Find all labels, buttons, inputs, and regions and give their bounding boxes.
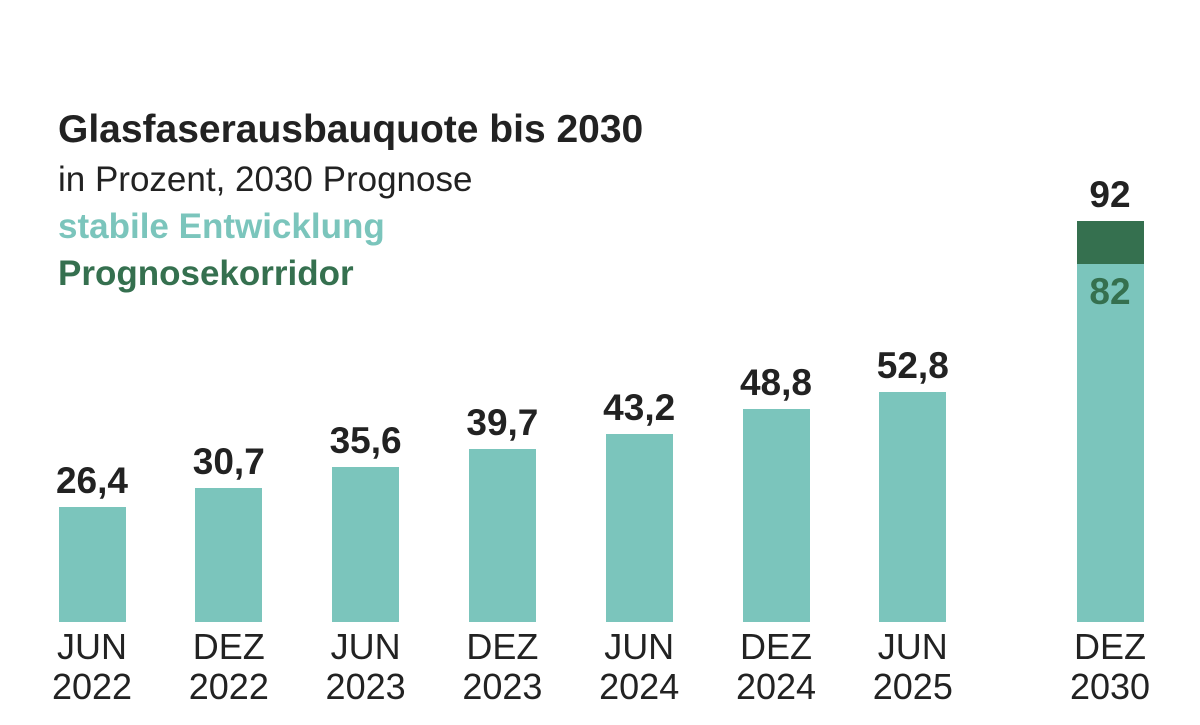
x-tick-label: JUN 2022 bbox=[51, 626, 133, 707]
data-label: 43,2 bbox=[603, 386, 676, 428]
data-label: 52,8 bbox=[876, 344, 949, 386]
x-tick-label: DEZ 2030 bbox=[1069, 626, 1151, 707]
chart-subtitle: in Prozent, 2030 Prognose bbox=[58, 160, 473, 199]
data-label: 92 bbox=[1089, 173, 1131, 215]
legend-entry: Prognosekorridor bbox=[58, 254, 354, 293]
bar bbox=[468, 448, 536, 622]
bar bbox=[879, 391, 947, 622]
bar bbox=[742, 409, 810, 622]
data-label: 39,7 bbox=[466, 401, 539, 443]
x-tick-label: DEZ 2024 bbox=[735, 626, 817, 707]
bar bbox=[195, 488, 263, 622]
data-label: 35,6 bbox=[329, 419, 402, 461]
chart-title: Glasfaserausbauquote bis 2030 bbox=[58, 108, 644, 151]
x-tick-label: DEZ 2023 bbox=[462, 626, 543, 707]
x-tick-label: DEZ 2022 bbox=[188, 626, 269, 707]
data-label: 26,4 bbox=[55, 459, 128, 501]
bar bbox=[332, 466, 400, 622]
x-tick-label: JUN 2024 bbox=[599, 626, 680, 707]
bar bbox=[1076, 264, 1144, 622]
data-label: 48,8 bbox=[739, 362, 812, 404]
data-label: 30,7 bbox=[192, 441, 265, 483]
x-tick-label: JUN 2023 bbox=[325, 626, 406, 707]
x-tick-label: JUN 2025 bbox=[872, 626, 953, 707]
bar bbox=[605, 433, 673, 622]
legend-entry: stabile Entwicklung bbox=[58, 207, 385, 246]
bar bbox=[58, 506, 126, 622]
data-label: 82 bbox=[1089, 271, 1131, 313]
